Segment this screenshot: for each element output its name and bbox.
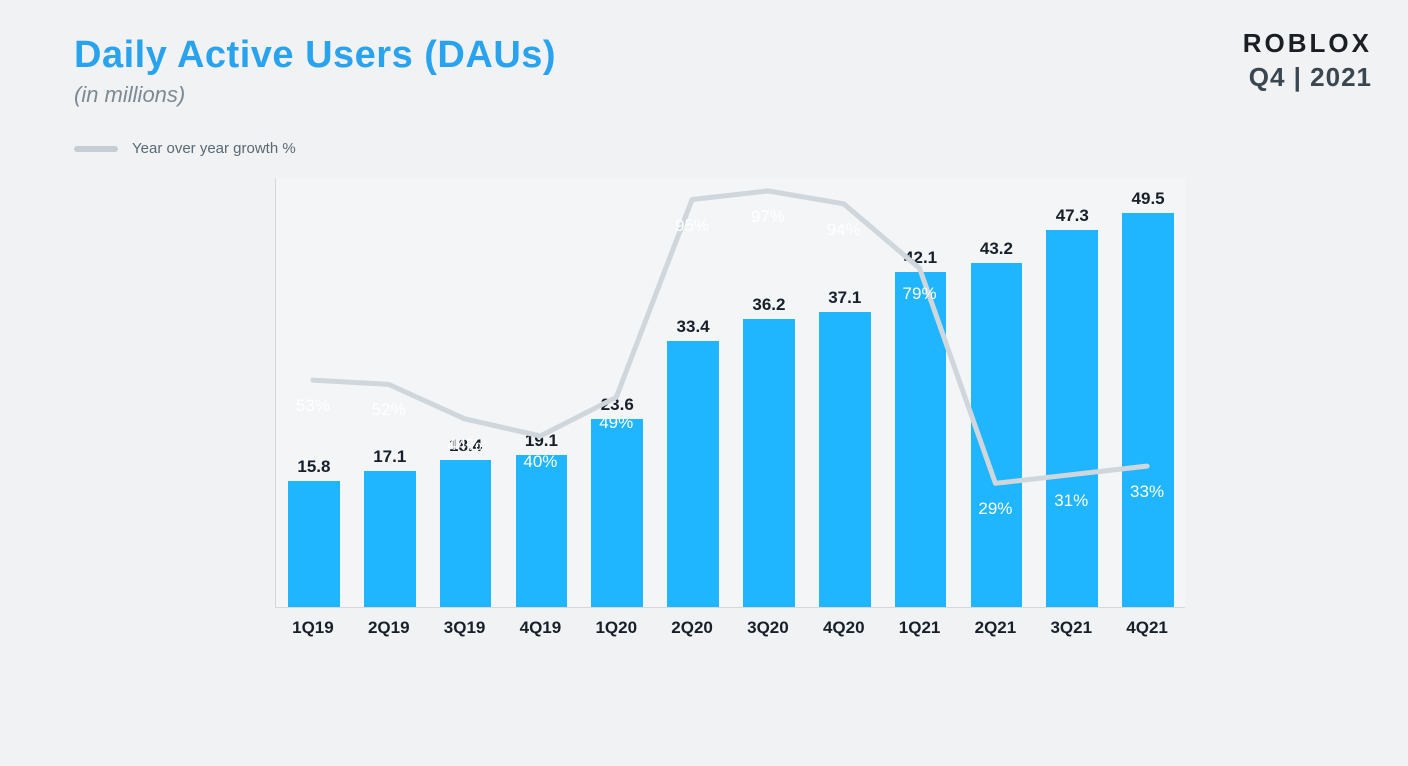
x-axis-label: 2Q21 bbox=[958, 618, 1034, 638]
dau-chart: 15.817.118.419.123.633.436.237.142.143.2… bbox=[275, 178, 1185, 648]
page-subtitle: (in millions) bbox=[74, 82, 185, 108]
x-axis-label: 4Q21 bbox=[1109, 618, 1185, 638]
x-axis-label: 4Q19 bbox=[503, 618, 579, 638]
legend-label: Year over year growth % bbox=[132, 140, 296, 157]
x-axis-label: 1Q19 bbox=[275, 618, 351, 638]
growth-pct-label: 95% bbox=[654, 216, 730, 236]
report-period: Q4 | 2021 bbox=[1249, 62, 1372, 93]
growth-pct-label: 33% bbox=[1109, 482, 1185, 502]
growth-pct-label: 94% bbox=[806, 220, 882, 240]
growth-pct-label: 40% bbox=[503, 452, 579, 472]
growth-line bbox=[275, 178, 1185, 608]
x-axis-label: 3Q21 bbox=[1033, 618, 1109, 638]
growth-pct-label: 97% bbox=[730, 207, 806, 227]
growth-pct-label: 31% bbox=[1033, 491, 1109, 511]
growth-pct-label: 79% bbox=[882, 284, 958, 304]
growth-pct-label: 52% bbox=[351, 400, 427, 420]
x-axis-label: 3Q19 bbox=[427, 618, 503, 638]
brand-logo: ROBLOX bbox=[1243, 28, 1372, 59]
growth-pct-label: 44% bbox=[427, 435, 503, 455]
x-axis-label: 2Q19 bbox=[351, 618, 427, 638]
x-axis-label: 1Q20 bbox=[578, 618, 654, 638]
x-axis-label: 1Q21 bbox=[882, 618, 958, 638]
legend-line-swatch bbox=[74, 146, 118, 152]
growth-pct-label: 29% bbox=[958, 499, 1034, 519]
x-axis-label: 2Q20 bbox=[654, 618, 730, 638]
growth-pct-label: 53% bbox=[275, 396, 351, 416]
page-title: Daily Active Users (DAUs) bbox=[74, 34, 556, 77]
legend: Year over year growth % bbox=[74, 140, 296, 157]
x-axis-label: 4Q20 bbox=[806, 618, 882, 638]
x-axis-label: 3Q20 bbox=[730, 618, 806, 638]
growth-pct-label: 49% bbox=[578, 413, 654, 433]
